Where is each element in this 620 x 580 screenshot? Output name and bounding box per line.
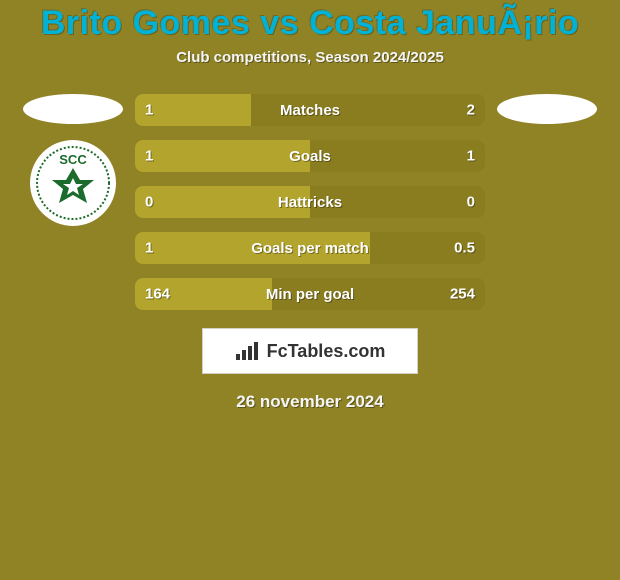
stat-bar-right: [310, 140, 485, 172]
stat-row: 00Hattricks: [135, 186, 485, 218]
stat-right-value: 1: [467, 148, 475, 165]
stat-right-value: 0.5: [454, 240, 475, 257]
stat-left-value: 0: [145, 194, 153, 211]
stat-left-value: 164: [145, 286, 170, 303]
right-player-ellipse-2: [497, 134, 597, 164]
stat-bar-right: [251, 94, 486, 126]
stat-left-value: 1: [145, 102, 153, 119]
left-club-badge: SCC: [30, 140, 116, 226]
stat-left-value: 1: [145, 148, 153, 165]
right-player-ellipse-1: [497, 94, 597, 124]
club-badge-icon: SCC: [30, 140, 116, 226]
stats-column: 12Matches11Goals00Hattricks10.5Goals per…: [135, 94, 485, 310]
brand-text: FcTables.com: [267, 341, 386, 362]
brand-box: FcTables.com: [202, 328, 418, 374]
stat-bar-left: [135, 232, 370, 264]
stat-right-value: 254: [450, 286, 475, 303]
stat-bar-left: [135, 140, 310, 172]
stat-row: 10.5Goals per match: [135, 232, 485, 264]
page-title: Brito Gomes vs Costa JanuÃ¡rio: [0, 4, 620, 43]
stat-bar-right: [310, 186, 485, 218]
stat-row: 11Goals: [135, 140, 485, 172]
brand-bars-icon: [235, 340, 261, 362]
stat-right-value: 0: [467, 194, 475, 211]
left-player-ellipse: [23, 94, 123, 124]
comparison-infographic: Brito Gomes vs Costa JanuÃ¡rio Club comp…: [0, 0, 620, 580]
stat-row: 12Matches: [135, 94, 485, 126]
club-badge-text: SCC: [59, 152, 87, 167]
right-player-column: [497, 94, 597, 164]
left-player-column: SCC: [23, 94, 123, 226]
main-row: SCC 12Matches11Goals00Hattricks10.5Goals…: [0, 94, 620, 310]
stat-bar-left: [135, 186, 310, 218]
stat-row: 164254Min per goal: [135, 278, 485, 310]
stat-right-value: 2: [467, 102, 475, 119]
date-text: 26 november 2024: [0, 392, 620, 412]
page-subtitle: Club competitions, Season 2024/2025: [0, 49, 620, 66]
stat-left-value: 1: [145, 240, 153, 257]
